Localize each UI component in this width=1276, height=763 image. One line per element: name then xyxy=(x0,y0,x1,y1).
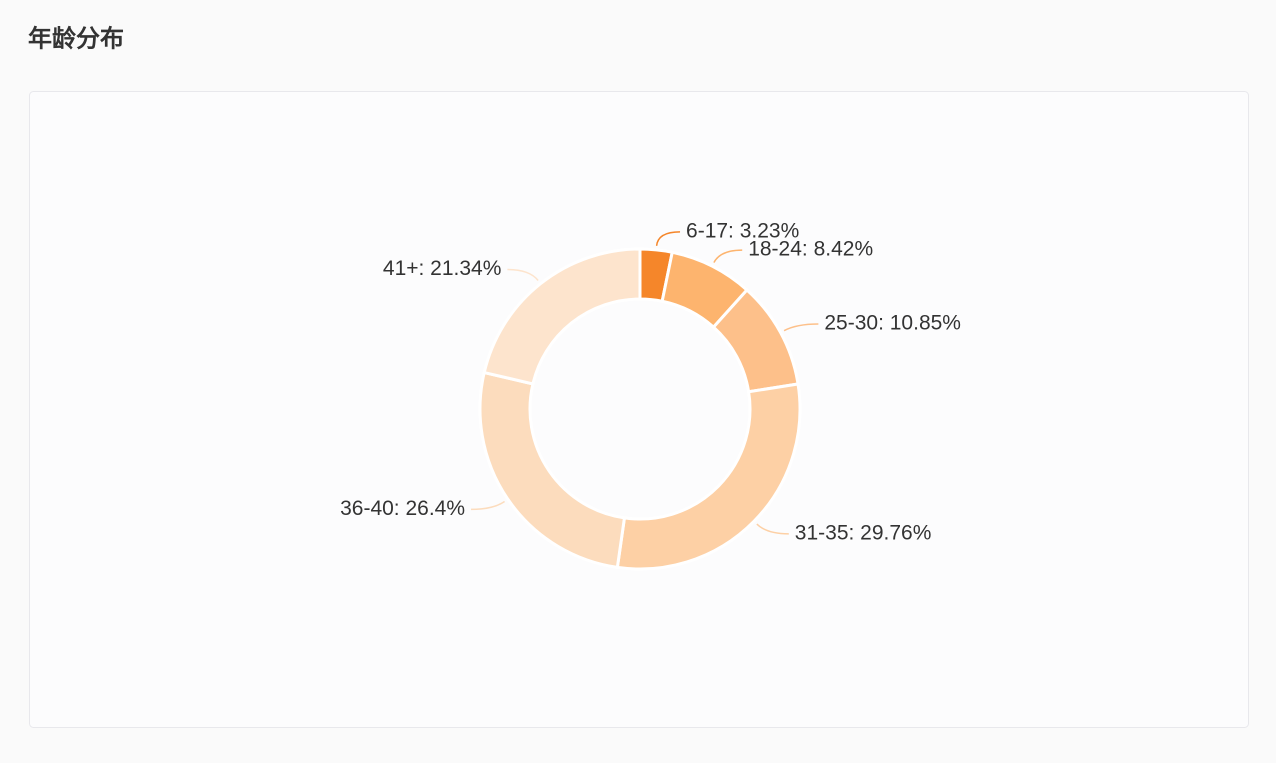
leader-line xyxy=(655,231,681,246)
panel xyxy=(29,91,1249,728)
data-label: 18-24: 8.42% xyxy=(748,238,873,261)
chart-title: 年龄分布 xyxy=(28,24,124,52)
leader-line xyxy=(507,268,539,281)
data-label: 36-40: 26.4% xyxy=(340,497,465,520)
leader-line xyxy=(471,500,506,511)
data-label: 41+: 21.34% xyxy=(383,257,502,280)
data-label: 25-30: 10.85% xyxy=(824,312,961,335)
slice xyxy=(482,247,642,386)
data-label: 6-17: 3.23% xyxy=(686,219,799,242)
leader-line xyxy=(783,323,819,332)
slice xyxy=(615,382,802,571)
data-label: 31-35: 29.76% xyxy=(795,521,932,544)
leader-line xyxy=(713,249,743,263)
leader-line xyxy=(756,523,789,535)
slice xyxy=(478,370,627,570)
